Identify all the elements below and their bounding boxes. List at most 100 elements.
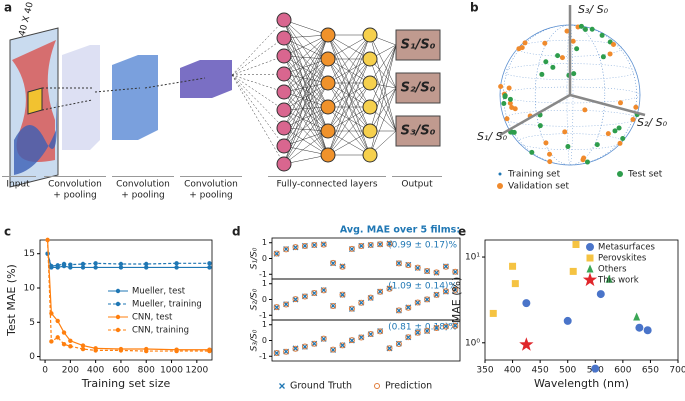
legend-label: Perovskites [598, 254, 647, 264]
legend-marker [586, 264, 594, 273]
validation-point [542, 40, 548, 46]
edge [369, 44, 397, 108]
edge [231, 73, 285, 76]
point [339, 263, 346, 270]
edge [283, 58, 329, 93]
edge [283, 58, 329, 129]
point [144, 265, 149, 270]
point [633, 312, 641, 321]
parallel [503, 63, 637, 80]
annotation: (1.09 ± 0.14)% [388, 282, 457, 292]
y-tick-label: -1 [259, 352, 267, 361]
point [273, 250, 280, 257]
point [489, 309, 497, 317]
neuron [276, 102, 292, 118]
legend-label: CNN, training [132, 326, 189, 336]
point [405, 334, 412, 341]
y-tick-label: 10⁰ [465, 338, 480, 348]
x-tick-label: 200 [62, 366, 79, 376]
point [433, 291, 440, 298]
layer-label: + pooling [189, 191, 233, 201]
validation-point [617, 100, 623, 106]
y-tick-label: 15 [24, 249, 35, 259]
layer-label: Fully-connected layers [276, 180, 377, 190]
y-tick-label: 0 [29, 352, 35, 362]
layer-label: + pooling [121, 191, 165, 201]
point [377, 328, 384, 335]
neuron [362, 75, 378, 91]
point [605, 274, 613, 283]
point [348, 245, 355, 252]
edge [283, 82, 329, 129]
point [330, 259, 337, 266]
test-point [616, 125, 622, 131]
neuron [276, 120, 292, 136]
point [563, 316, 572, 325]
y-tick-label: 0 [262, 295, 267, 304]
kernel [27, 87, 43, 115]
neuron [362, 99, 378, 115]
edge [231, 74, 285, 147]
x-tick-label: 350 [476, 366, 493, 376]
point [358, 334, 365, 341]
point [635, 323, 644, 332]
point [377, 288, 384, 295]
legend-label: Others [598, 265, 627, 275]
legend-label: Prediction [385, 381, 432, 392]
legend-marker [497, 183, 503, 189]
point [174, 265, 179, 270]
legend-marker [115, 314, 121, 320]
underline [112, 176, 174, 177]
point [367, 241, 374, 248]
y-axis-label: Test MAE (%) [5, 264, 18, 337]
test-point [589, 26, 595, 32]
connector [94, 87, 141, 93]
edge [283, 130, 329, 147]
point [144, 348, 149, 354]
parallel [517, 40, 623, 57]
y-tick-label: -1 [259, 311, 267, 320]
point [93, 261, 98, 266]
edge [283, 106, 329, 147]
axis-arrow [499, 93, 571, 137]
edge [283, 34, 329, 111]
point [93, 348, 98, 353]
edge [283, 19, 329, 60]
point [452, 322, 459, 329]
edge [369, 87, 397, 156]
edge [283, 106, 329, 129]
test-point [509, 129, 515, 135]
edge [369, 58, 397, 132]
edge [283, 130, 329, 165]
plot-frame [484, 239, 679, 361]
legend-label: Training set [507, 170, 561, 180]
legend-label: Mueller, training [132, 300, 202, 310]
neuron [276, 66, 292, 82]
layer-label: + pooling [53, 191, 97, 201]
y-tick-label: -1 [259, 270, 267, 279]
point [68, 344, 73, 349]
point [358, 243, 365, 250]
test-point [571, 71, 577, 77]
test-point [612, 128, 618, 134]
legend-marker [115, 327, 121, 333]
point [207, 261, 212, 266]
point [311, 290, 318, 297]
point [80, 343, 86, 348]
y-axis-label: S₁/S₀ [250, 247, 260, 269]
point [433, 269, 440, 276]
point [405, 304, 412, 311]
validation-point [605, 131, 611, 137]
edge [369, 34, 397, 132]
point [68, 262, 73, 267]
neuron [276, 48, 292, 64]
edge [231, 19, 285, 76]
legend-label: Test set [627, 170, 663, 180]
neuron [320, 147, 336, 163]
output-box [395, 29, 441, 61]
point [320, 335, 327, 342]
point [330, 346, 337, 353]
legend-label: Metasurfaces [598, 243, 656, 253]
x-tick-label: 600 [112, 366, 129, 376]
validation-point [630, 117, 636, 123]
